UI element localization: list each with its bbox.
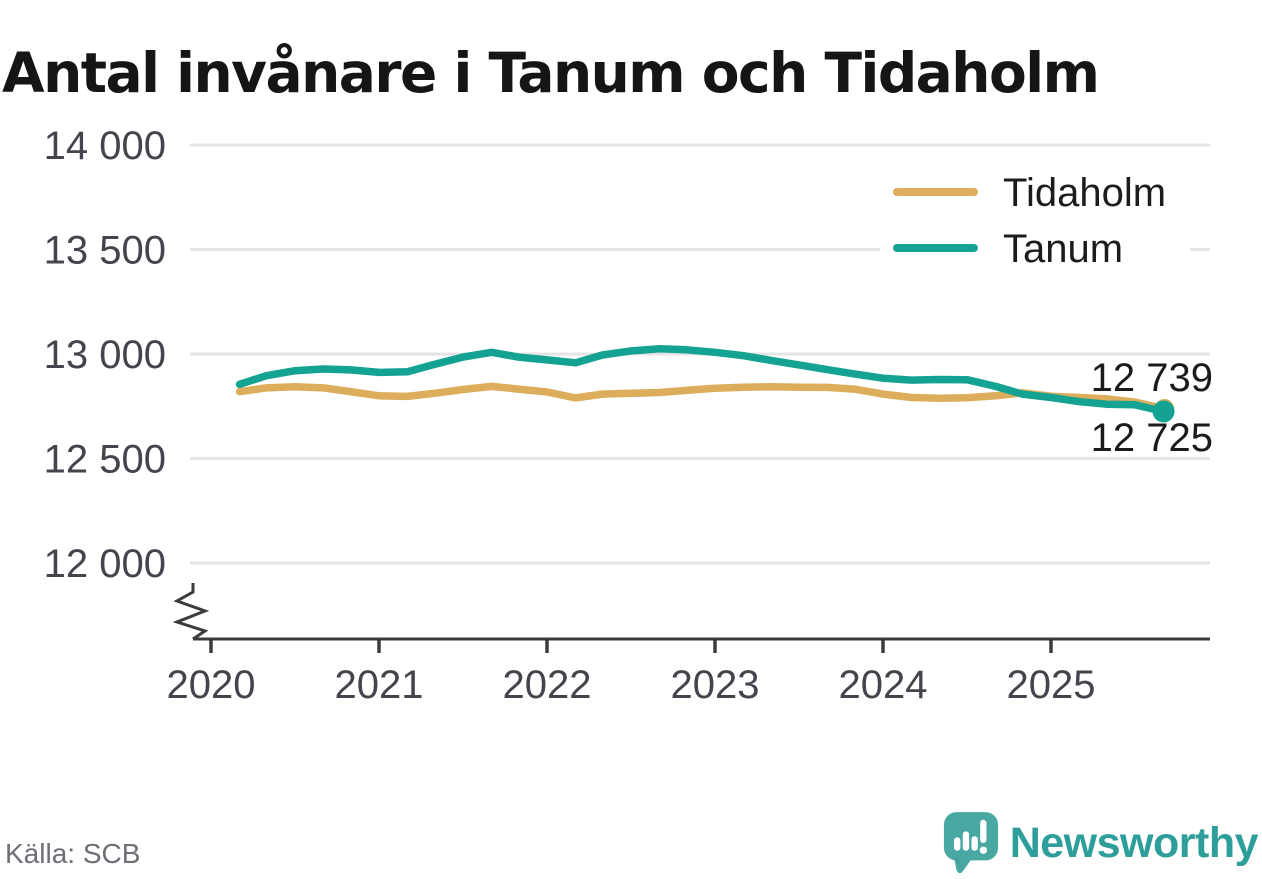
logo-exclamation-dot <box>979 846 987 854</box>
source-note: Källa: SCB <box>5 838 141 869</box>
end-value-label-tanum: 12 725 <box>1091 416 1213 460</box>
logo-bubble <box>943 812 998 861</box>
newsworthy-bubble-chart-icon <box>943 812 998 874</box>
x-tick-label: 2021 <box>335 663 424 707</box>
x-tick-label: 2023 <box>671 663 760 707</box>
logo-exclamation-stem <box>979 819 987 843</box>
end-value-label-tidaholm: 12 739 <box>1091 356 1213 400</box>
y-tick-label: 14 000 <box>44 124 166 168</box>
chart-title: Antal invånare i Tanum och Tidaholm <box>2 40 1100 105</box>
legend-swatch-tanum <box>893 244 978 252</box>
legend-label-tidaholm: Tidaholm <box>1003 171 1166 215</box>
x-tick-label: 2020 <box>167 663 256 707</box>
newsworthy-wordmark: Newsworthy <box>1009 818 1259 867</box>
y-tick-label: 13 500 <box>44 229 166 273</box>
series-line-tanum <box>235 345 1168 416</box>
end-dot-tanum <box>1152 400 1175 423</box>
logo-bar-3 <box>971 836 978 851</box>
y-tick-label: 13 000 <box>44 333 166 377</box>
legend-swatch-tidaholm <box>893 188 978 196</box>
series-line-tidaholm <box>235 382 1168 413</box>
legend-background <box>880 163 1190 281</box>
x-tick-label: 2025 <box>1007 663 1096 707</box>
logo-bubble-tail <box>953 854 972 874</box>
legend-label-tanum: Tanum <box>1003 227 1123 271</box>
axis-break-zigzag <box>172 583 210 641</box>
newsworthy-logo: Newsworthy <box>942 810 1259 876</box>
x-tick-label: 2024 <box>839 663 928 707</box>
y-tick-label: 12 500 <box>44 438 166 482</box>
logo-bar-2 <box>962 831 969 851</box>
x-tick-label: 2022 <box>503 663 592 707</box>
y-tick-label: 12 000 <box>44 542 166 586</box>
population-line-chart: 12 000 12 500 13 000 13 500 14 000 2020 2021 20… <box>44 124 1213 707</box>
logo-bar-1 <box>953 837 961 851</box>
